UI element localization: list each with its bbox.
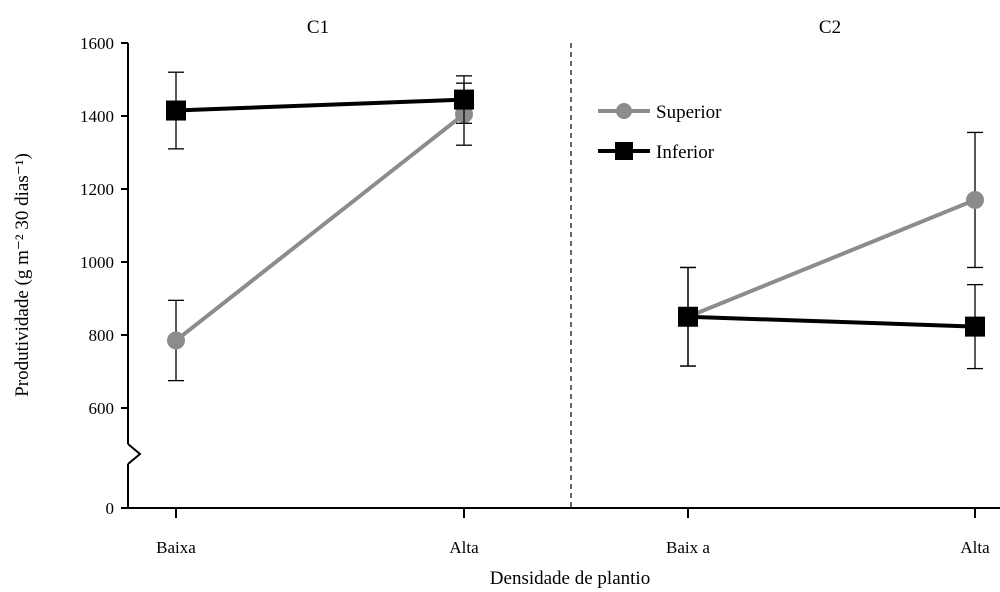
data-point	[166, 100, 186, 121]
y-ticks: 0 600 800 1000 1200 1400 1600	[80, 34, 128, 518]
data-point	[167, 331, 185, 350]
x-axis-title: Densidade de plantio	[490, 568, 650, 589]
series-superior-c1	[167, 82, 473, 382]
series-line	[175, 97, 465, 113]
panel-title-c1: C1	[307, 17, 329, 38]
x-tick-label: Baixa	[156, 538, 196, 557]
data-point	[454, 89, 474, 110]
legend-marker-inferior	[615, 142, 633, 160]
y-axis-break	[127, 443, 142, 465]
series-superior-c2	[679, 131, 984, 367]
series-inferior-c2	[678, 266, 985, 370]
data-point	[965, 316, 985, 337]
legend-entry-inferior: Inferior	[598, 142, 715, 163]
panels	[166, 71, 985, 382]
y-tick-label: 800	[89, 326, 115, 345]
x-tick-label: Alta	[449, 538, 479, 557]
legend-marker-superior	[616, 103, 632, 119]
series-line	[687, 198, 976, 319]
y-tick-label: 1400	[80, 107, 114, 126]
y-axis	[127, 43, 142, 508]
y-tick-label: 1000	[80, 253, 114, 272]
y-axis-title: Produtividade (g m⁻² 30 dias⁻¹)	[12, 153, 33, 397]
legend: Superior Inferior	[598, 102, 722, 163]
series-line	[687, 314, 976, 329]
series-line	[174, 112, 466, 343]
series-inferior-c1	[166, 71, 474, 150]
x-tick-label: Alta	[960, 538, 990, 557]
y-tick-label: 1600	[80, 34, 114, 53]
legend-label-inferior: Inferior	[656, 142, 715, 163]
data-point	[966, 190, 984, 209]
data-point	[678, 306, 698, 327]
x-tick-label: Baix a	[666, 538, 710, 557]
panel-title-c2: C2	[819, 17, 841, 38]
legend-label-superior: Superior	[656, 102, 722, 123]
legend-entry-superior: Superior	[598, 102, 722, 123]
y-tick-label: 600	[89, 399, 115, 418]
y-tick-label: 0	[106, 499, 115, 518]
y-tick-label: 1200	[80, 180, 114, 199]
x-ticks: Baixa Alta Baix a Alta	[156, 508, 990, 557]
